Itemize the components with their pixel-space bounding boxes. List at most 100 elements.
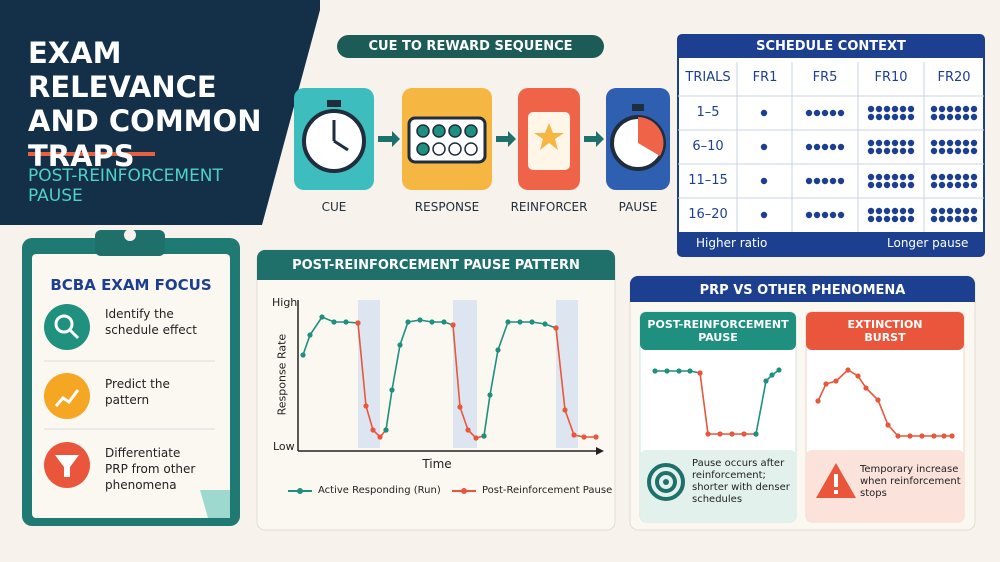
point <box>465 427 471 433</box>
focus-item: Predict the pattern <box>105 377 170 408</box>
dot <box>805 109 813 117</box>
dot <box>899 181 907 189</box>
point <box>300 352 306 358</box>
focus-item: Identify the schedule effect <box>105 307 197 338</box>
dot <box>891 215 899 223</box>
column-header: TRIALS <box>685 70 731 85</box>
dot <box>875 105 883 113</box>
point <box>895 433 901 439</box>
dot <box>930 207 938 215</box>
schedule-footer <box>678 232 984 256</box>
point <box>652 368 658 374</box>
point <box>383 427 389 433</box>
point <box>949 433 955 439</box>
dot <box>930 181 938 189</box>
star-icon <box>534 123 564 150</box>
dot <box>907 181 915 189</box>
dot <box>760 109 768 117</box>
point <box>417 317 423 323</box>
dot <box>813 177 821 185</box>
point <box>581 434 587 440</box>
response-button <box>416 142 430 156</box>
clip-hole <box>124 229 136 241</box>
dot <box>875 215 883 223</box>
target-center <box>663 479 669 485</box>
point <box>397 342 403 348</box>
card-text: Pause occurs after reinforcement; shorte… <box>692 458 790 505</box>
dot <box>930 215 938 223</box>
dot <box>946 113 954 121</box>
point <box>815 398 821 404</box>
dot <box>760 177 768 185</box>
point <box>441 319 447 325</box>
dot <box>805 143 813 151</box>
dot <box>875 113 883 121</box>
point <box>481 433 487 439</box>
timer-top <box>632 104 644 111</box>
point <box>505 319 511 325</box>
filter-shape <box>55 455 79 477</box>
point <box>823 381 829 387</box>
dot <box>954 139 962 147</box>
dot <box>930 105 938 113</box>
point <box>931 433 937 439</box>
point <box>729 431 735 437</box>
dot <box>962 147 970 155</box>
clock-top <box>327 100 341 107</box>
search-glass <box>54 314 74 334</box>
run-line <box>755 369 780 435</box>
dot <box>837 109 845 117</box>
point <box>833 378 839 384</box>
x-arrowhead <box>596 447 604 455</box>
dot <box>954 173 962 181</box>
y-high-label: High <box>272 296 298 309</box>
step-label: REINFORCER <box>510 200 588 214</box>
clock-hand <box>333 139 349 152</box>
y-low-label: Low <box>273 440 295 453</box>
dot <box>867 215 875 223</box>
page-curl <box>200 490 230 518</box>
response-button <box>416 124 430 138</box>
point <box>753 431 759 437</box>
response-button <box>448 142 462 156</box>
dot <box>970 215 978 223</box>
point <box>319 314 325 320</box>
dot <box>954 147 962 155</box>
page-subtitle: POST-REINFORCEMENT PAUSE <box>28 166 223 207</box>
point <box>377 434 383 440</box>
dot <box>954 215 962 223</box>
response-button <box>464 124 478 138</box>
dot <box>970 113 978 121</box>
timer-slice <box>638 117 664 156</box>
pause-band <box>556 300 578 448</box>
dot <box>867 113 875 121</box>
point <box>473 435 479 441</box>
step-label: RESPONSE <box>414 200 480 214</box>
dot <box>829 211 837 219</box>
dot <box>970 139 978 147</box>
dot <box>867 173 875 181</box>
dot <box>875 173 883 181</box>
dot <box>883 173 891 181</box>
comparison-header <box>630 276 975 302</box>
dot <box>891 181 899 189</box>
dot <box>875 207 883 215</box>
dot <box>891 207 899 215</box>
dot <box>805 177 813 185</box>
extinction-card-footer <box>806 450 964 522</box>
dot <box>930 139 938 147</box>
dot <box>938 105 946 113</box>
dot <box>907 207 915 215</box>
point <box>571 432 577 438</box>
response-button <box>432 142 446 156</box>
pause-band <box>358 300 380 448</box>
dot <box>938 181 946 189</box>
dot <box>883 181 891 189</box>
point <box>363 403 369 409</box>
focus-title: BCBA EXAM FOCUS <box>50 276 212 294</box>
point <box>355 320 361 326</box>
dot <box>899 147 907 155</box>
dot <box>954 105 962 113</box>
dot <box>883 105 891 113</box>
